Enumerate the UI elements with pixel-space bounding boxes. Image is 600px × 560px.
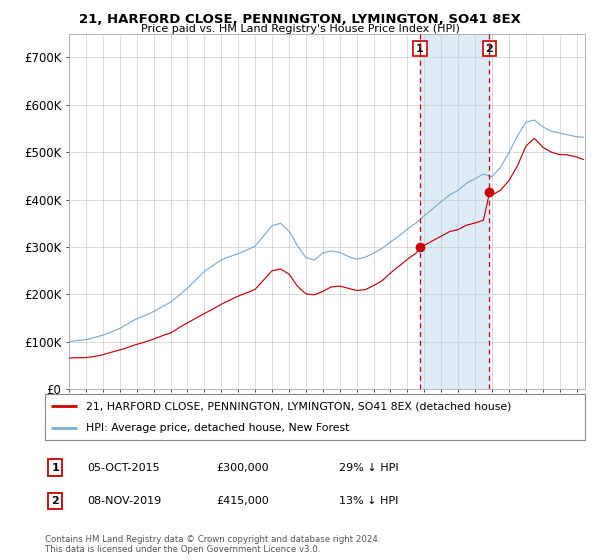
- Bar: [420, 34, 490, 389]
- Text: 29% ↓ HPI: 29% ↓ HPI: [339, 463, 398, 473]
- Text: £415,000: £415,000: [216, 496, 269, 506]
- Text: 2: 2: [52, 496, 59, 506]
- Text: 21, HARFORD CLOSE, PENNINGTON, LYMINGTON, SO41 8EX: 21, HARFORD CLOSE, PENNINGTON, LYMINGTON…: [79, 13, 521, 26]
- Text: 1: 1: [416, 44, 424, 54]
- Text: 08-NOV-2019: 08-NOV-2019: [87, 496, 161, 506]
- Text: Price paid vs. HM Land Registry's House Price Index (HPI): Price paid vs. HM Land Registry's House …: [140, 24, 460, 34]
- Text: Contains HM Land Registry data © Crown copyright and database right 2024.
This d: Contains HM Land Registry data © Crown c…: [45, 535, 380, 554]
- Text: £300,000: £300,000: [216, 463, 269, 473]
- Text: 13% ↓ HPI: 13% ↓ HPI: [339, 496, 398, 506]
- Text: HPI: Average price, detached house, New Forest: HPI: Average price, detached house, New …: [86, 423, 349, 433]
- Text: 2: 2: [485, 44, 493, 54]
- Text: 1: 1: [52, 463, 59, 473]
- Text: 21, HARFORD CLOSE, PENNINGTON, LYMINGTON, SO41 8EX (detached house): 21, HARFORD CLOSE, PENNINGTON, LYMINGTON…: [86, 401, 511, 411]
- Text: 05-OCT-2015: 05-OCT-2015: [87, 463, 160, 473]
